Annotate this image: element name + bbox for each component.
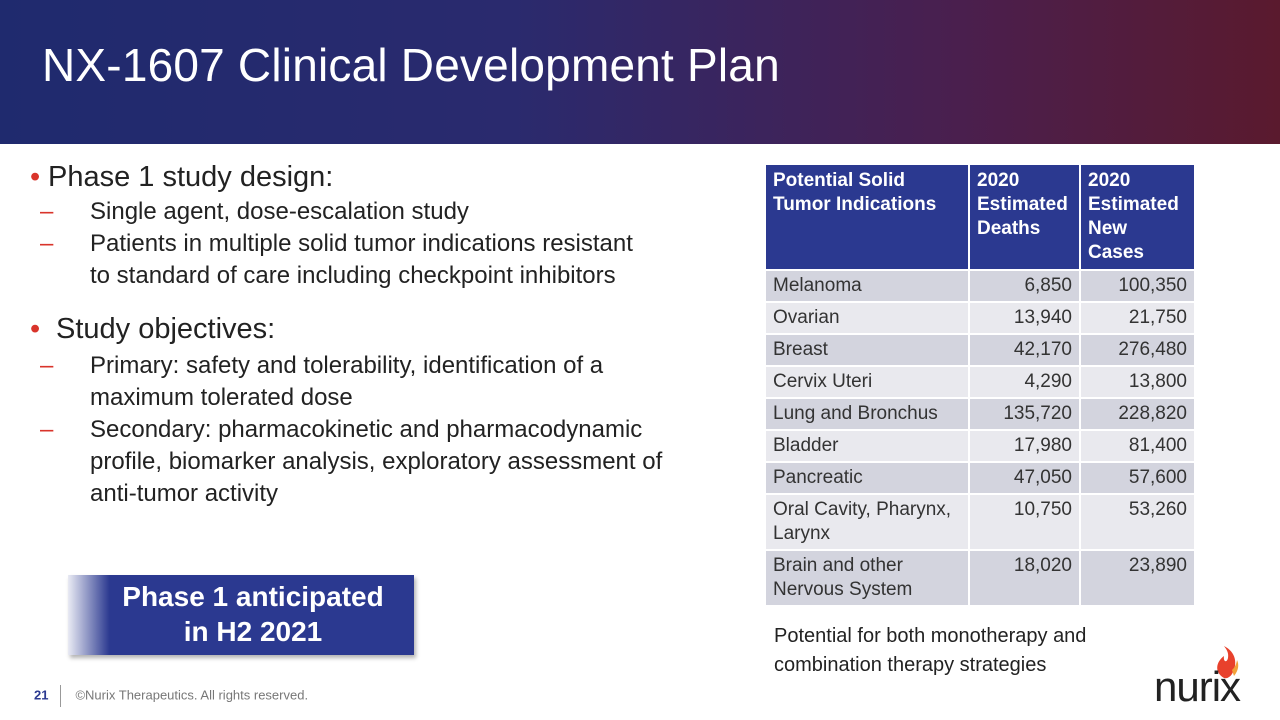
new-cases-cell: 23,890	[1079, 549, 1196, 607]
therapy-note: Potential for both monotherapy and combi…	[774, 625, 1087, 676]
tumor-indications-table: Potential Solid Tumor Indications 2020 E…	[764, 163, 1196, 607]
dash-icon: –	[40, 198, 54, 225]
footer-divider	[60, 685, 62, 707]
deaths-cell: 10,750	[968, 493, 1081, 551]
table-row: Oral Cavity, Pharynx, Larynx 10,750 53,260	[764, 493, 1196, 551]
dash-icon: –	[40, 416, 54, 443]
table-row: Ovarian 13,940 21,750	[764, 301, 1196, 335]
column-header: Potential Solid Tumor Indications	[764, 163, 970, 271]
deaths-cell: 18,020	[968, 549, 1081, 607]
indication-cell: Brain and other Nervous System	[764, 549, 970, 607]
table-row: Breast 42,170 276,480	[764, 333, 1196, 367]
deaths-cell: 42,170	[968, 333, 1081, 367]
new-cases-cell: 53,260	[1079, 493, 1196, 551]
deaths-cell: 6,850	[968, 269, 1081, 303]
bullet-study-design: • Phase 1 study design:	[30, 161, 334, 193]
deaths-cell: 13,940	[968, 301, 1081, 335]
header-banner: NX-1607 Clinical Development Plan	[0, 0, 1280, 144]
new-cases-cell: 21,750	[1079, 301, 1196, 335]
column-header: 2020 Estimated New Cases	[1079, 163, 1196, 271]
deaths-cell: 4,290	[968, 365, 1081, 399]
indication-cell: Oral Cavity, Pharynx, Larynx	[764, 493, 970, 551]
page-title: NX-1607 Clinical Development Plan	[42, 39, 780, 91]
bullet-icon: •	[30, 313, 41, 345]
sub-bullet: – Single agent, dose-escalation study	[30, 196, 730, 228]
copyright: ©Nurix Therapeutics. All rights reserved…	[75, 687, 309, 703]
table-row: Brain and other Nervous System 18,020 23,8…	[764, 549, 1196, 607]
footer: 21 ©Nurix Therapeutics. All rights reserv…	[34, 685, 308, 707]
indication-cell: Lung and Bronchus	[764, 397, 970, 431]
sub-bullet: – Secondary: pharmacokinetic and pharmaco…	[40, 416, 663, 507]
sub-bullet: – Primary: safety and tolerability, ident…	[40, 352, 604, 411]
indication-cell: Ovarian	[764, 301, 970, 335]
table-row: Bladder 17,980 81,400	[764, 429, 1196, 463]
flame-icon	[1217, 646, 1239, 679]
indication-cell: Breast	[764, 333, 970, 367]
new-cases-cell: 57,600	[1079, 461, 1196, 495]
indication-cell: Bladder	[764, 429, 970, 463]
indication-cell: Pancreatic	[764, 461, 970, 495]
nurix-logo: nurix	[1150, 646, 1260, 716]
sub-bullet: – Patients in multiple solid tumor indica…	[40, 230, 633, 289]
page-number: 21	[34, 687, 49, 703]
dash-icon: –	[40, 352, 54, 379]
new-cases-cell: 100,350	[1079, 269, 1196, 303]
table-row: Cervix Uteri 4,290 13,800	[764, 365, 1196, 399]
dash-icon: –	[40, 230, 54, 257]
deaths-cell: 47,050	[968, 461, 1081, 495]
new-cases-cell: 81,400	[1079, 429, 1196, 463]
column-header: 2020 Estimated Deaths	[968, 163, 1081, 271]
table-row: Melanoma 6,850 100,350	[764, 269, 1196, 303]
table-row: Lung and Bronchus 135,720 228,820	[764, 397, 1196, 431]
table-header-row: Potential Solid Tumor Indications 2020 E…	[764, 163, 1196, 271]
bullet-icon: •	[30, 161, 41, 193]
phase1-callout: Phase 1 anticipated in H2 2021	[68, 575, 414, 655]
deaths-cell: 17,980	[968, 429, 1081, 463]
bullet-list: • Phase 1 study design: – Single agent, do…	[30, 160, 730, 510]
bullet-study-objectives: • Study objectives:	[30, 313, 276, 345]
new-cases-cell: 228,820	[1079, 397, 1196, 431]
indication-cell: Cervix Uteri	[764, 365, 970, 399]
deaths-cell: 135,720	[968, 397, 1081, 431]
new-cases-cell: 276,480	[1079, 333, 1196, 367]
table-row: Pancreatic 47,050 57,600	[764, 461, 1196, 495]
indication-cell: Melanoma	[764, 269, 970, 303]
new-cases-cell: 13,800	[1079, 365, 1196, 399]
